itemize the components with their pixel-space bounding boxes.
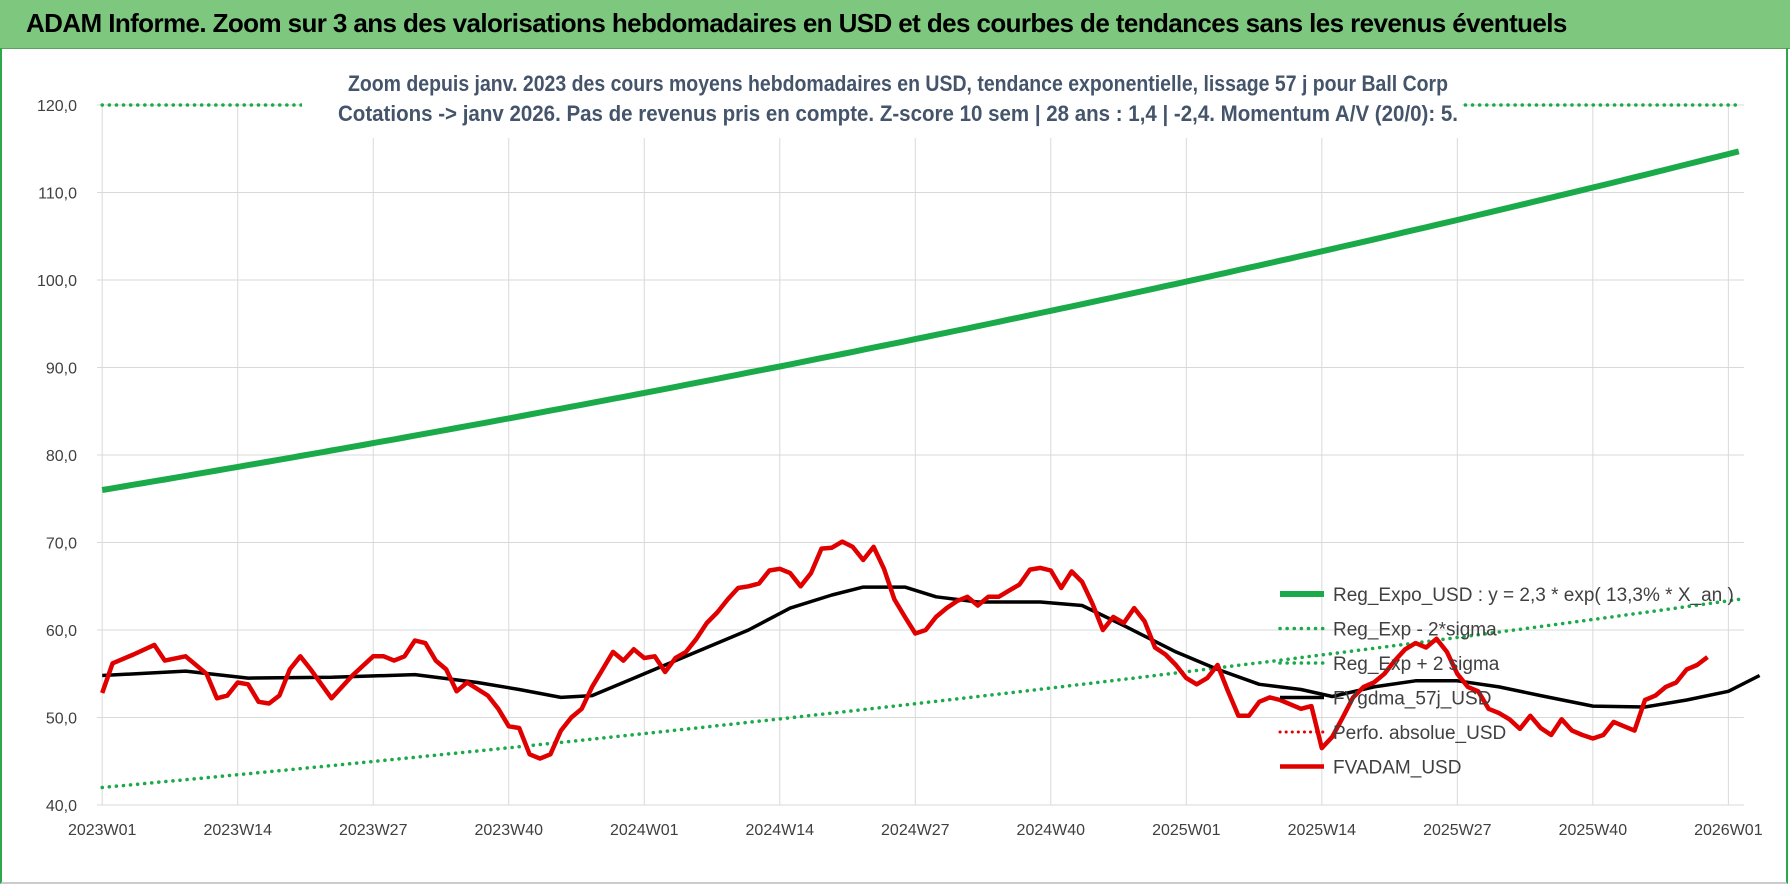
legend: Reg_Expo_USD : y = 2,3 * exp( 13,3% * X_… [1278,585,1734,779]
legend-label-reg_expo: Reg_Expo_USD : y = 2,3 * exp( 13,3% * X_… [1333,585,1734,606]
legend-label-reg_plus: Reg_Exp + 2 sigma [1333,654,1500,675]
x-tick-label: 2025W01 [1152,822,1221,839]
x-tick-label: 2023W14 [203,822,272,839]
x-tick-label: 2025W14 [1288,822,1357,839]
x-tick-label: 2024W40 [1017,822,1086,839]
chart-subtitle-line-2: Cotations -> janv 2026. Pas de revenus p… [338,101,1458,126]
y-tick-label: 90,0 [46,361,77,378]
y-axis: 40,0 50,0 60,0 70,0 80,0 90,0 100,0 110,0 120,0 [37,98,77,815]
reg_minus-series-line [100,597,1741,790]
title-banner: ADAM Informe. Zoom sur 3 ans des valoris… [0,0,1790,49]
y-tick-label: 100,0 [37,273,77,290]
x-tick-label: 2023W01 [68,822,137,839]
y-tick-label: 50,0 [46,711,77,728]
subtitle-background [302,60,1462,138]
x-tick-label: 2024W27 [881,822,950,839]
page-title: ADAM Informe. Zoom sur 3 ans des valoris… [26,8,1567,38]
y-tick-label: 40,0 [46,798,77,815]
chart-subtitle-line-1: Zoom depuis janv. 2023 des cours moyens … [348,71,1448,96]
fvadam-series-line [100,539,1709,761]
x-tick-label: 2023W27 [339,822,408,839]
legend-label-reg_minus: Reg_Exp - 2*sigma [1333,620,1497,641]
x-tick-label: 2025W40 [1559,822,1628,839]
x-tick-label: 2024W01 [610,822,679,839]
fvgdma-series-line [102,585,1761,709]
series [100,103,1761,790]
y-tick-label: 110,0 [38,186,77,203]
x-tick-label: 2024W14 [746,822,815,839]
line-chart: 40,050,060,070,080,090,0100,0110,0120,0 … [37,60,1763,839]
legend-label-perfo: Perfo. absolue_USD [1333,723,1506,744]
y-tick-label: 80,0 [46,448,77,465]
x-tick-label: 2025W27 [1423,822,1492,839]
x-tick-label: 2023W40 [475,822,544,839]
legend-label-fvgdma: FVgdma_57j_USD [1333,689,1491,710]
y-tick-label: 60,0 [46,623,77,640]
grid [97,104,1744,806]
y-tick-label: 70,0 [46,536,77,553]
legend-label-fvadam: FVADAM_USD [1333,758,1461,779]
chart-frame: 40,0 50,0 60,0 70,0 80,0 90,0 100,0 110,0 120,0 … [0,48,1788,884]
x-tick-label: 2026W01 [1694,822,1763,839]
x-axis: 2023W01 2023W14 2023W27 2023W40 2024W01 2024W… [68,822,1763,839]
y-tick-label: 120,0 [37,98,77,115]
reg_expo-series-line [101,148,1740,493]
